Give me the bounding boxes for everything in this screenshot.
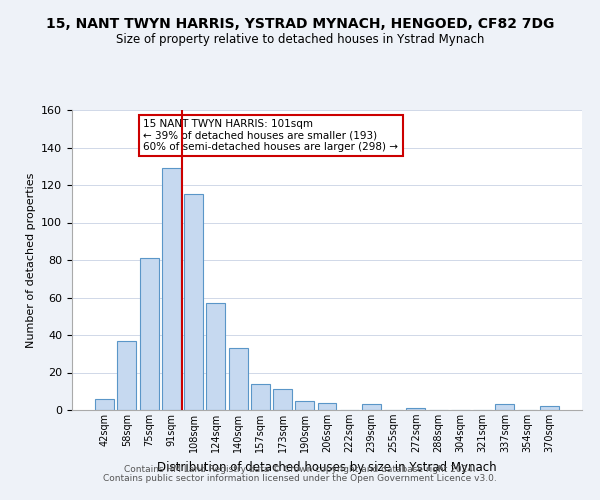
Bar xyxy=(162,168,181,410)
Bar xyxy=(496,404,514,410)
Text: Size of property relative to detached houses in Ystrad Mynach: Size of property relative to detached ho… xyxy=(116,32,484,46)
Text: Contains HM Land Registry data © Crown copyright and database right 2024.: Contains HM Land Registry data © Crown c… xyxy=(124,466,476,474)
Bar xyxy=(140,258,158,410)
Bar xyxy=(95,399,114,410)
Bar xyxy=(206,303,225,410)
Bar xyxy=(317,402,337,410)
Text: 15, NANT TWYN HARRIS, YSTRAD MYNACH, HENGOED, CF82 7DG: 15, NANT TWYN HARRIS, YSTRAD MYNACH, HEN… xyxy=(46,18,554,32)
X-axis label: Distribution of detached houses by size in Ystrad Mynach: Distribution of detached houses by size … xyxy=(157,460,497,473)
Text: 15 NANT TWYN HARRIS: 101sqm
← 39% of detached houses are smaller (193)
60% of se: 15 NANT TWYN HARRIS: 101sqm ← 39% of det… xyxy=(143,119,398,152)
Bar xyxy=(406,408,425,410)
Bar xyxy=(118,340,136,410)
Bar xyxy=(229,348,248,410)
Bar xyxy=(273,390,292,410)
Y-axis label: Number of detached properties: Number of detached properties xyxy=(26,172,35,348)
Text: Contains public sector information licensed under the Open Government Licence v3: Contains public sector information licen… xyxy=(103,474,497,483)
Bar xyxy=(184,194,203,410)
Bar xyxy=(362,404,381,410)
Bar xyxy=(251,384,270,410)
Bar xyxy=(295,400,314,410)
Bar xyxy=(540,406,559,410)
